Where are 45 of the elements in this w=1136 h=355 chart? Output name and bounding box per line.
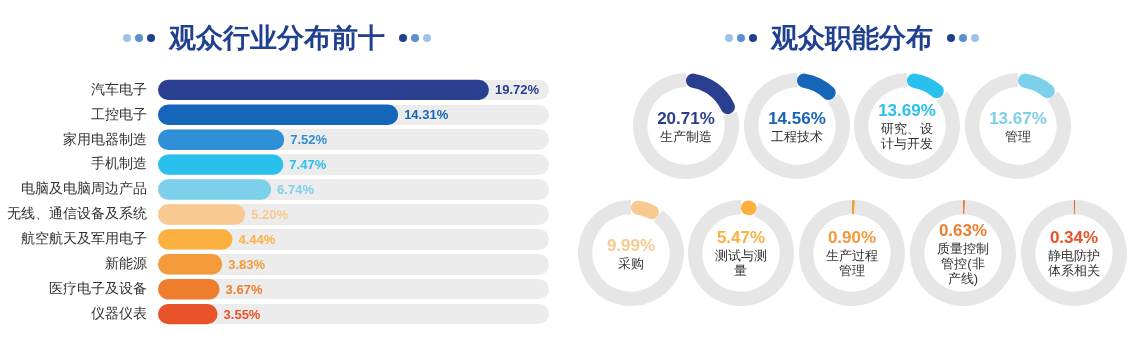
slice-label: 管理	[1004, 128, 1032, 144]
y-tick-label: 仪器仪表	[91, 305, 147, 321]
data-label: 9.99%	[605, 235, 657, 256]
data-label: 6.74%	[277, 182, 315, 198]
data-label: 7.52%	[290, 132, 328, 148]
data-label: 3.67%	[225, 281, 263, 297]
slice-label: 静电防护体系相关	[1047, 248, 1101, 278]
data-label: 4.44%	[238, 231, 276, 247]
data-label: 0.90%	[826, 228, 878, 248]
slice-label: 生产过程管理	[825, 248, 879, 278]
data-label: 14.56%	[768, 108, 826, 129]
data-label: 14.31%	[404, 107, 449, 123]
data-label: 5.47%	[715, 228, 767, 248]
y-tick-label: 航空航天及军用电子	[21, 230, 147, 247]
slice-label: 工程技术	[770, 128, 824, 144]
data-label: 5.20%	[251, 207, 289, 223]
y-tick-label: 无线、通信设备及系统	[7, 205, 147, 222]
data-label: 3.55%	[223, 306, 261, 322]
bar	[158, 154, 284, 175]
y-tick-label: 汽车电子	[91, 80, 147, 97]
data-label: 0.63%	[937, 220, 989, 241]
slice-label: 质量控制管控(非产线)	[936, 240, 990, 286]
bar	[158, 179, 272, 200]
y-tick-label: 医疗电子及设备	[49, 280, 147, 297]
data-label: 19.72%	[494, 82, 540, 98]
data-label: 13.69%	[878, 101, 936, 121]
data-label: 3.83%	[228, 256, 266, 272]
slice-label: 生产制造	[659, 128, 713, 144]
bar	[158, 204, 246, 225]
y-tick-label: 家用电器制造	[63, 130, 147, 147]
y-tick-label: 电脑及电脑周边产品	[21, 180, 147, 197]
slice-label: 测试与测量	[714, 248, 768, 278]
y-tick-label: 新能源	[105, 255, 147, 272]
data-label: 20.71%	[657, 108, 715, 129]
y-tick-label: 工控电子	[91, 105, 147, 122]
slice-label: 采购	[617, 255, 645, 271]
data-label: 7.47%	[289, 157, 327, 173]
chart-title: 观众行业分布前十	[169, 22, 385, 55]
bar	[158, 229, 233, 250]
data-label: 13.67%	[989, 108, 1047, 129]
data-label: 0.34%	[1048, 228, 1100, 248]
bar	[158, 129, 285, 150]
slice-label: 研究、设计与开发	[880, 121, 934, 151]
text: 观众职能分布	[771, 22, 933, 55]
y-tick-label: 手机制造	[91, 155, 147, 172]
